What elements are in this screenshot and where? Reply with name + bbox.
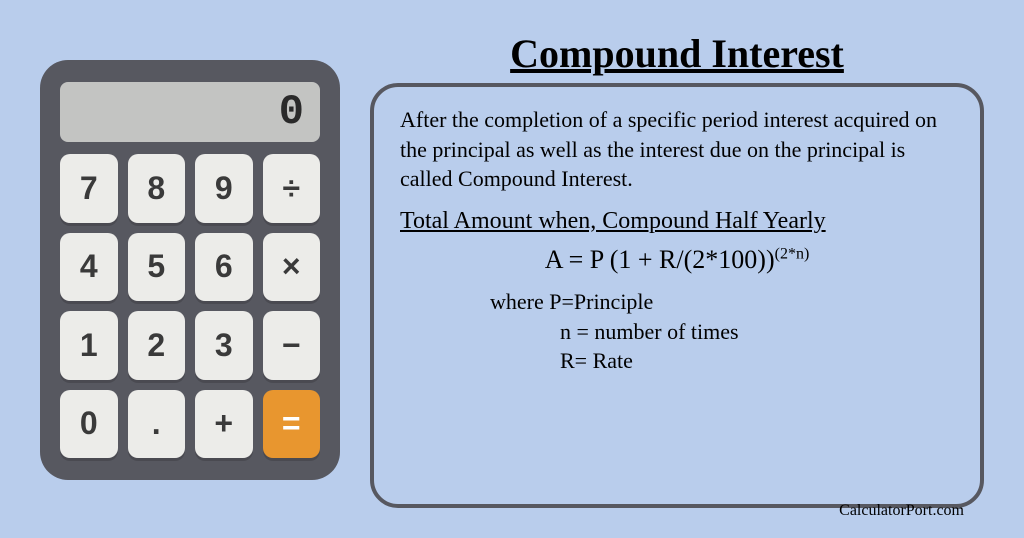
footer-attribution: CalculatorPort.com	[839, 502, 964, 520]
key-1[interactable]: 1	[60, 311, 118, 380]
formula: A = P (1 + R/(2*100))(2*n)	[400, 245, 954, 275]
key-4[interactable]: 4	[60, 233, 118, 302]
where-r: R= Rate	[490, 346, 954, 376]
key-8[interactable]: 8	[128, 154, 186, 223]
page-container: 0 7 8 9 ÷ 4 5 6 × 1 2 3 − 0 . + = Compou…	[0, 0, 1024, 538]
formula-legend: where P=Principle n = number of times R=…	[400, 287, 954, 376]
formula-subtitle: Total Amount when, Compound Half Yearly	[400, 208, 954, 235]
key-2[interactable]: 2	[128, 311, 186, 380]
calculator: 0 7 8 9 ÷ 4 5 6 × 1 2 3 − 0 . + =	[40, 60, 340, 480]
key-minus[interactable]: −	[263, 311, 321, 380]
key-6[interactable]: 6	[195, 233, 253, 302]
key-multiply[interactable]: ×	[263, 233, 321, 302]
calculator-display: 0	[60, 82, 320, 142]
key-divide[interactable]: ÷	[263, 154, 321, 223]
key-equals[interactable]: =	[263, 390, 321, 459]
where-p: where P=Principle	[490, 287, 954, 317]
where-n: n = number of times	[490, 317, 954, 347]
calculator-keypad: 7 8 9 ÷ 4 5 6 × 1 2 3 − 0 . + =	[60, 154, 320, 458]
key-7[interactable]: 7	[60, 154, 118, 223]
formula-base: A = P (1 + R/(2*100))	[545, 245, 775, 274]
key-dot[interactable]: .	[128, 390, 186, 459]
key-0[interactable]: 0	[60, 390, 118, 459]
key-3[interactable]: 3	[195, 311, 253, 380]
description-text: After the completion of a specific perio…	[400, 105, 954, 194]
page-title: Compound Interest	[370, 30, 984, 77]
key-9[interactable]: 9	[195, 154, 253, 223]
formula-exponent: (2*n)	[775, 245, 810, 262]
key-plus[interactable]: +	[195, 390, 253, 459]
key-5[interactable]: 5	[128, 233, 186, 302]
info-panel: Compound Interest After the completion o…	[370, 30, 984, 508]
info-box: After the completion of a specific perio…	[370, 83, 984, 508]
